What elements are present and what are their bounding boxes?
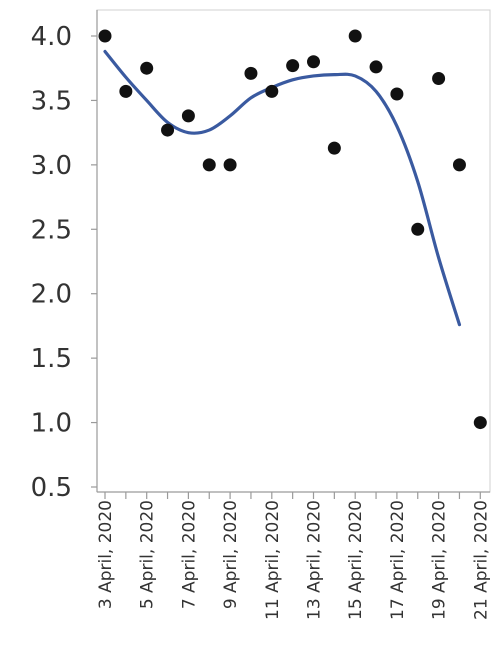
- y-tick-label: 2.0: [31, 280, 72, 310]
- data-point: [348, 29, 362, 43]
- points-layer: [98, 29, 487, 430]
- data-point: [473, 416, 487, 430]
- data-point: [390, 87, 404, 101]
- data-point: [223, 158, 237, 172]
- plot-frame: [96, 9, 491, 493]
- y-axis: 0.5 1.0 1.5 2.0 2.5 3.0 3.5 4.0: [31, 10, 98, 503]
- data-point: [202, 158, 216, 172]
- data-point: [411, 222, 425, 236]
- y-tick-label: 3.5: [31, 86, 72, 116]
- data-point: [327, 141, 341, 155]
- data-point: [286, 59, 300, 73]
- data-point: [369, 60, 383, 74]
- data-point: [119, 84, 133, 98]
- x-tick-label: 21 April, 2020: [471, 500, 491, 620]
- data-point: [161, 123, 175, 137]
- x-tick-label: 3 April, 2020: [96, 500, 116, 609]
- data-point: [432, 72, 446, 86]
- y-tick-label: 1.5: [31, 344, 72, 374]
- x-tick-label: 7 April, 2020: [179, 500, 199, 609]
- y-tick-label: 3.0: [31, 151, 72, 181]
- y-tick-label: 0.5: [31, 473, 72, 503]
- data-point: [307, 55, 320, 69]
- y-tick-label: 1.0: [31, 409, 72, 439]
- trend-layer: [103, 49, 462, 327]
- x-tick-label: 15 April, 2020: [346, 500, 366, 620]
- x-tick-label: 5 April, 2020: [138, 500, 158, 609]
- y-tick-label: 4.0: [31, 22, 72, 52]
- x-tick-label: 13 April, 2020: [305, 500, 325, 620]
- x-tick-label: 17 April, 2020: [388, 500, 408, 620]
- x-tick-label: 9 April, 2020: [221, 500, 241, 609]
- data-point: [265, 84, 279, 98]
- data-point: [452, 158, 466, 172]
- x-axis: 3 April, 2020 5 April, 2020 7 April, 2020 9…: [96, 491, 491, 620]
- y-tick-label: 2.5: [31, 215, 72, 245]
- data-point: [140, 61, 154, 75]
- data-point: [181, 109, 195, 123]
- trend-line: [103, 49, 462, 327]
- data-point: [98, 29, 112, 43]
- x-tick-label: 19 April, 2020: [430, 500, 450, 620]
- data-point: [244, 66, 258, 80]
- x-tick-label: 11 April, 2020: [263, 500, 283, 620]
